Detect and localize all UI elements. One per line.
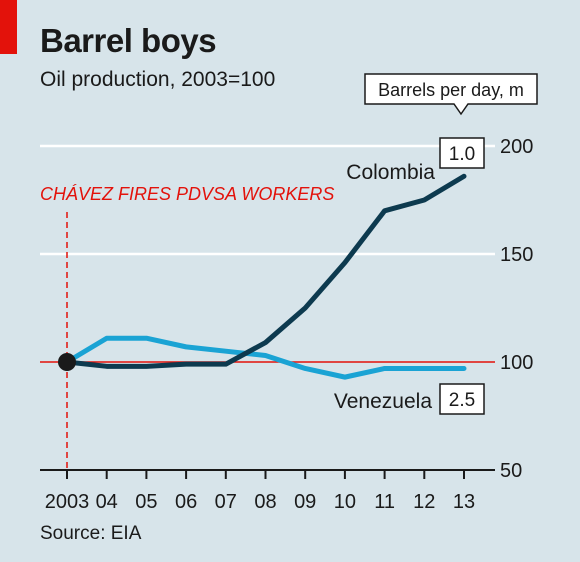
x-tick-06: 06 xyxy=(175,491,197,513)
series-line-venezuela xyxy=(64,335,467,380)
series-label-venezuela: Venezuela xyxy=(334,390,432,413)
x-tick-2003: 2003 xyxy=(45,491,90,513)
source-note: Source: EIA xyxy=(40,523,142,544)
units-callout-box xyxy=(364,73,538,116)
chart-subtitle: Oil production, 2003=100 xyxy=(40,68,276,91)
y-tick-100: 100 xyxy=(500,352,533,374)
y-tick-150: 150 xyxy=(500,244,533,266)
red-corner-tab xyxy=(0,0,17,54)
x-tick-04: 04 xyxy=(96,491,118,513)
units-label: Barrels per day, m xyxy=(378,80,524,100)
gridlines xyxy=(40,144,495,256)
x-tick-08: 08 xyxy=(254,491,276,513)
series-line-colombia xyxy=(64,173,467,369)
x-tick-09: 09 xyxy=(294,491,316,513)
x-tick-13: 13 xyxy=(453,491,475,513)
end-value-box-colombia xyxy=(439,137,485,169)
series-group xyxy=(64,173,467,380)
event-annotation: CHÁVEZ FIRES PDVSA WORKERS xyxy=(40,184,334,204)
x-tick-10: 10 xyxy=(334,491,356,513)
x-axis: 2003 04 05 06 07 08 09 10 11 12 13 xyxy=(40,469,495,513)
x-tick-05: 05 xyxy=(135,491,157,513)
chart-title: Barrel boys xyxy=(40,22,217,59)
y-tick-200: 200 xyxy=(500,136,533,158)
units-callout: Barrels per day, m xyxy=(364,73,538,116)
x-tick-07: 07 xyxy=(215,491,237,513)
x-tick-12: 12 xyxy=(413,491,435,513)
y-tick-50: 50 xyxy=(500,460,522,482)
y-axis-ticks: 50 100 150 200 xyxy=(500,136,533,482)
series-label-colombia: Colombia xyxy=(346,161,435,184)
x-tick-11: 11 xyxy=(374,491,395,513)
end-value-colombia: 1.0 xyxy=(449,144,475,165)
series-labels: Colombia 1.0 Venezuela 2.5 xyxy=(334,137,485,415)
base-year-dot xyxy=(58,353,76,371)
end-value-box-venezuela xyxy=(439,383,485,415)
end-value-venezuela: 2.5 xyxy=(449,390,475,411)
